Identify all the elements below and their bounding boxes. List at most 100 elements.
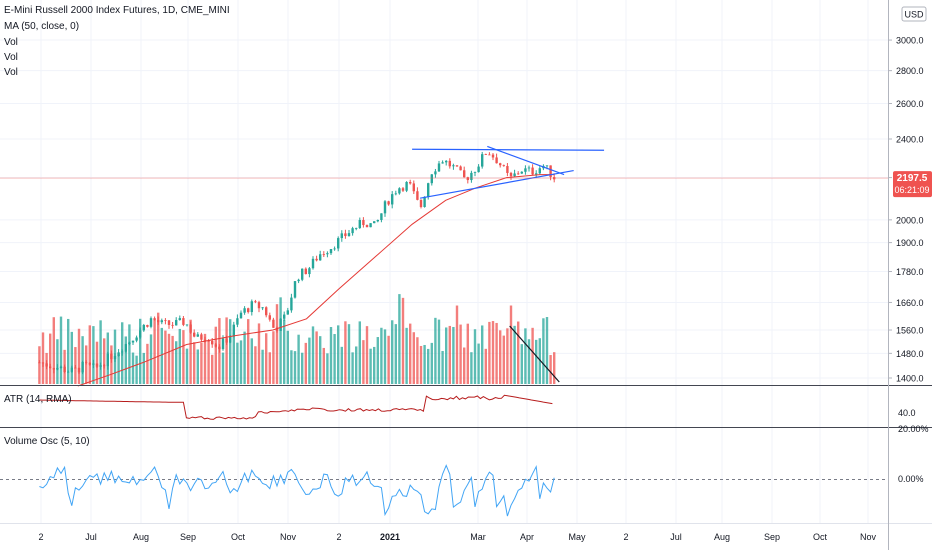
- ma-legend[interactable]: MA (50, close, 0): [4, 21, 80, 32]
- candle-body: [92, 363, 95, 365]
- candle-body: [455, 165, 459, 167]
- volume-bar: [225, 317, 228, 384]
- vol-legend-1[interactable]: Vol: [4, 37, 18, 48]
- vol-legend-3[interactable]: Vol: [4, 67, 18, 78]
- candle-body: [297, 279, 300, 282]
- volume-bar: [95, 341, 99, 384]
- candle-body: [88, 362, 92, 365]
- volume-bar: [373, 346, 376, 384]
- candle-body: [70, 367, 74, 372]
- candle-body: [322, 254, 326, 256]
- candle-body: [203, 339, 207, 341]
- trendline-annotations[interactable]: [412, 145, 605, 383]
- candle-body: [380, 213, 383, 221]
- candle-body: [416, 191, 419, 200]
- candle-body: [488, 154, 491, 156]
- volume-bar: [157, 312, 160, 384]
- y-tick-label: 1480.0: [896, 349, 924, 359]
- candle-body: [387, 201, 390, 205]
- volume-bars: [38, 294, 556, 384]
- volume-bar: [427, 348, 430, 384]
- candle-body: [229, 336, 232, 343]
- candle-body: [509, 172, 513, 177]
- candle-body: [149, 318, 153, 327]
- volume-bar: [41, 332, 45, 384]
- descending-trendline[interactable]: [487, 145, 565, 176]
- volume-bar: [409, 323, 412, 384]
- candle-body: [178, 318, 182, 321]
- volume-bar: [135, 355, 138, 384]
- horizontal-resistance[interactable]: [412, 148, 605, 151]
- volume-bar: [85, 345, 88, 384]
- volume-bar: [545, 317, 549, 384]
- candle-body: [232, 324, 236, 337]
- symbol-title[interactable]: E-Mini Russell 2000 Index Futures, 1D, C…: [4, 5, 230, 16]
- atr-label: ATR (14, RMA): [4, 394, 72, 405]
- candle-body: [67, 371, 70, 373]
- moving-average-line: [77, 174, 555, 387]
- volume-bar: [268, 352, 272, 384]
- candle-body: [452, 165, 455, 167]
- indicator-tick-label: 20.00%: [898, 424, 929, 434]
- candle-body: [239, 312, 243, 319]
- candle-body: [351, 228, 354, 234]
- volume-bar: [380, 327, 383, 384]
- volume-bar: [553, 352, 556, 384]
- volume-bar: [200, 342, 203, 384]
- volume-trendline[interactable]: [509, 325, 560, 383]
- volume-bar: [481, 325, 484, 384]
- vol-legend-2[interactable]: Vol: [4, 52, 18, 63]
- countdown-timer: 06:21:09: [894, 185, 929, 195]
- volume-bar: [272, 331, 275, 384]
- candle-body: [41, 362, 45, 364]
- candle-body: [405, 181, 408, 191]
- candle-body: [211, 340, 214, 345]
- volume-bar: [473, 329, 477, 384]
- volume-bar: [301, 352, 304, 384]
- price-axis[interactable]: 3000.02800.02600.02400.02200.02000.01900…: [888, 36, 924, 384]
- candle-body: [146, 324, 149, 327]
- volume-bar: [329, 327, 333, 384]
- x-tick-label: Jul: [85, 532, 97, 542]
- candle-body: [520, 171, 524, 174]
- volume-bar: [502, 335, 506, 384]
- volume-bar: [308, 337, 311, 384]
- volume-bar: [81, 336, 84, 384]
- volume-oscillator-line: [39, 464, 555, 517]
- volume-bar: [391, 320, 394, 384]
- candle-body: [286, 310, 290, 315]
- candle-body: [63, 366, 66, 372]
- volume-bar: [477, 343, 480, 384]
- volume-bar: [52, 317, 56, 384]
- candle-body: [182, 318, 185, 325]
- x-tick-label: 2: [623, 532, 628, 542]
- volume-bar: [56, 339, 59, 384]
- volume-bar: [257, 323, 261, 384]
- candle-body: [470, 172, 473, 181]
- candle-body: [272, 319, 275, 328]
- ascending-trendline[interactable]: [420, 169, 574, 199]
- y-tick-label: 2600.0: [896, 99, 924, 109]
- candle-body: [257, 302, 261, 309]
- candle-body: [171, 324, 174, 326]
- volume-bar: [207, 340, 210, 384]
- volume-bar: [527, 339, 531, 384]
- time-axis[interactable]: 2 Jul Aug Sep Oct Nov 2 2021 Mar Apr May 2 Jul Aug Sep…: [38, 532, 876, 542]
- candle-body: [434, 171, 437, 175]
- x-tick-label: Jul: [670, 532, 682, 542]
- volume-bar: [221, 352, 225, 384]
- currency-button[interactable]: USD: [901, 6, 927, 22]
- volume-bar: [279, 297, 282, 384]
- volume-bar: [160, 327, 164, 384]
- candle-body: [121, 351, 124, 353]
- volume-bar: [398, 294, 401, 384]
- candle-body: [160, 320, 164, 323]
- candle-body: [517, 173, 520, 175]
- candle-body: [419, 199, 423, 207]
- volume-bar: [153, 320, 156, 384]
- candle-body: [304, 268, 308, 275]
- volume-bar: [77, 328, 81, 384]
- volume-bar: [491, 321, 495, 384]
- candle-body: [499, 163, 502, 166]
